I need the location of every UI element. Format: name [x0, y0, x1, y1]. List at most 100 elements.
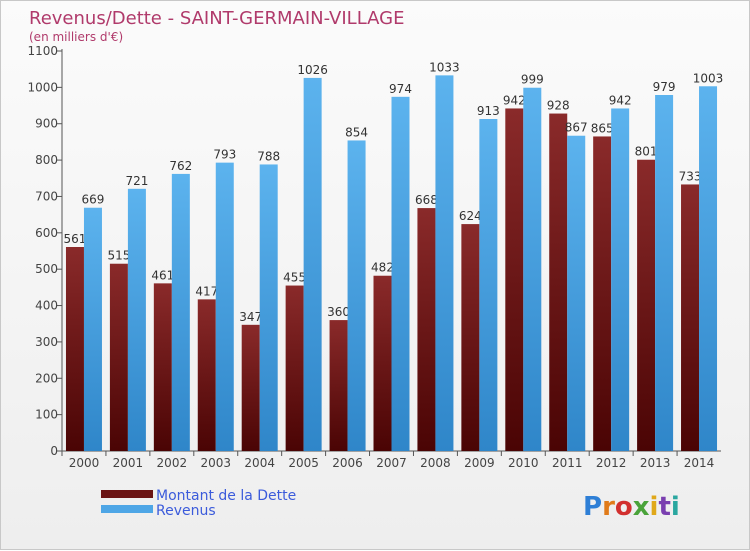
bar-dette	[65, 247, 84, 451]
bar-revenus	[611, 108, 630, 452]
bar-revenus	[171, 173, 190, 451]
x-tick-label: 2000	[69, 456, 100, 470]
value-label-revenus: 867	[565, 121, 588, 135]
bar-revenus	[127, 188, 146, 451]
y-tick-label: 600	[35, 226, 58, 240]
legend: Montant de la Dette Revenus	[101, 488, 296, 519]
bar-revenus	[259, 164, 278, 452]
value-label-revenus: 854	[345, 125, 368, 139]
bar-dette	[241, 324, 260, 451]
bar-dette	[329, 320, 348, 451]
x-tick-label: 2011	[552, 456, 583, 470]
y-tick-label: 1000	[27, 80, 58, 94]
bar-dette	[681, 184, 700, 452]
value-label-dette: 928	[547, 99, 570, 113]
y-tick-label: 500	[35, 262, 58, 276]
y-tick-label: 800	[35, 153, 58, 167]
value-label-dette: 347	[239, 310, 262, 324]
value-label-revenus: 1003	[693, 71, 724, 85]
value-label-dette: 455	[283, 271, 306, 285]
x-tick-label: 2007	[376, 456, 407, 470]
value-label-dette: 482	[371, 261, 394, 275]
x-tick-label: 2003	[200, 456, 231, 470]
value-label-dette: 733	[679, 169, 702, 183]
value-label-revenus: 942	[609, 93, 632, 107]
bar-dette	[593, 136, 612, 452]
legend-label-dette: Montant de la Dette	[156, 488, 296, 504]
y-tick-label: 1100	[27, 44, 58, 58]
bar-revenus	[523, 87, 542, 452]
bar-dette	[637, 159, 656, 451]
y-tick-label: 100	[35, 408, 58, 422]
value-label-revenus: 669	[82, 193, 105, 207]
proxiti-logo-text: Proxiti	[583, 492, 680, 522]
y-tick-label: 300	[35, 335, 58, 349]
y-tick-label: 0	[50, 444, 58, 458]
bar-revenus	[479, 119, 498, 451]
bar-dette	[549, 113, 568, 451]
x-tick-label: 2002	[157, 456, 188, 470]
bar-dette	[373, 275, 392, 451]
value-label-revenus: 999	[521, 73, 544, 87]
value-label-revenus: 913	[477, 104, 500, 118]
bar-dette	[505, 108, 524, 452]
value-label-dette: 360	[327, 305, 350, 319]
x-tick-label: 2004	[244, 456, 275, 470]
bar-revenus	[567, 135, 586, 451]
value-label-dette: 801	[635, 145, 658, 159]
x-tick-label: 2009	[464, 456, 495, 470]
value-label-revenus: 793	[213, 148, 236, 162]
bar-dette	[197, 299, 216, 451]
proxiti-logo: Proxiti	[583, 492, 680, 522]
value-label-dette: 668	[415, 193, 438, 207]
x-tick-label: 2005	[288, 456, 319, 470]
chart-subtitle: (en milliers d'€)	[29, 30, 123, 44]
value-label-dette: 942	[503, 93, 526, 107]
y-tick-label: 400	[35, 299, 58, 313]
bar-revenus	[699, 86, 718, 451]
value-label-dette: 624	[459, 209, 482, 223]
y-tick-label: 200	[35, 371, 58, 385]
value-label-dette: 417	[195, 284, 218, 298]
x-tick-label: 2014	[684, 456, 715, 470]
x-tick-label: 2012	[596, 456, 627, 470]
y-tick-label: 700	[35, 189, 58, 203]
bars: 561 669 515 721 461 762 417 793 347 788 455 1026 360…	[64, 60, 724, 452]
bar-dette	[109, 263, 128, 451]
y-tick-label: 900	[35, 117, 58, 131]
value-label-revenus: 788	[257, 149, 280, 163]
value-label-dette: 561	[64, 232, 87, 246]
bar-revenus	[391, 96, 410, 452]
chart-title: Revenus/Dette - SAINT-GERMAIN-VILLAGE	[29, 8, 404, 29]
bar-revenus	[435, 75, 454, 451]
bar-dette	[461, 224, 480, 451]
bar-dette	[417, 208, 436, 451]
legend-label-revenus: Revenus	[156, 503, 216, 519]
x-tick-label: 2006	[332, 456, 363, 470]
bar-dette	[285, 285, 304, 451]
value-label-revenus: 979	[653, 80, 676, 94]
value-label-dette: 865	[591, 121, 614, 135]
legend-swatch-revenus	[101, 505, 153, 513]
bar-revenus	[303, 77, 322, 451]
bar-dette	[153, 283, 172, 451]
legend-swatch-dette	[101, 490, 153, 498]
bar-revenus	[655, 95, 674, 451]
x-tick-label: 2008	[420, 456, 451, 470]
value-label-dette: 461	[151, 268, 174, 282]
x-tick-label: 2013	[640, 456, 671, 470]
bar-revenus	[347, 140, 366, 452]
value-label-dette: 515	[107, 249, 130, 263]
value-label-revenus: 1026	[297, 63, 328, 77]
x-tick-label: 2001	[113, 456, 144, 470]
bar-revenus	[215, 162, 234, 452]
value-label-revenus: 721	[125, 174, 148, 188]
bar-revenus	[83, 207, 102, 451]
axes: 0 100 200 300 400 500 600 700 800 900 1000 1100 2000…	[27, 44, 721, 470]
value-label-revenus: 974	[389, 82, 412, 96]
x-tick-label: 2010	[508, 456, 539, 470]
value-label-revenus: 762	[169, 159, 192, 173]
value-label-revenus: 1033	[429, 60, 460, 74]
